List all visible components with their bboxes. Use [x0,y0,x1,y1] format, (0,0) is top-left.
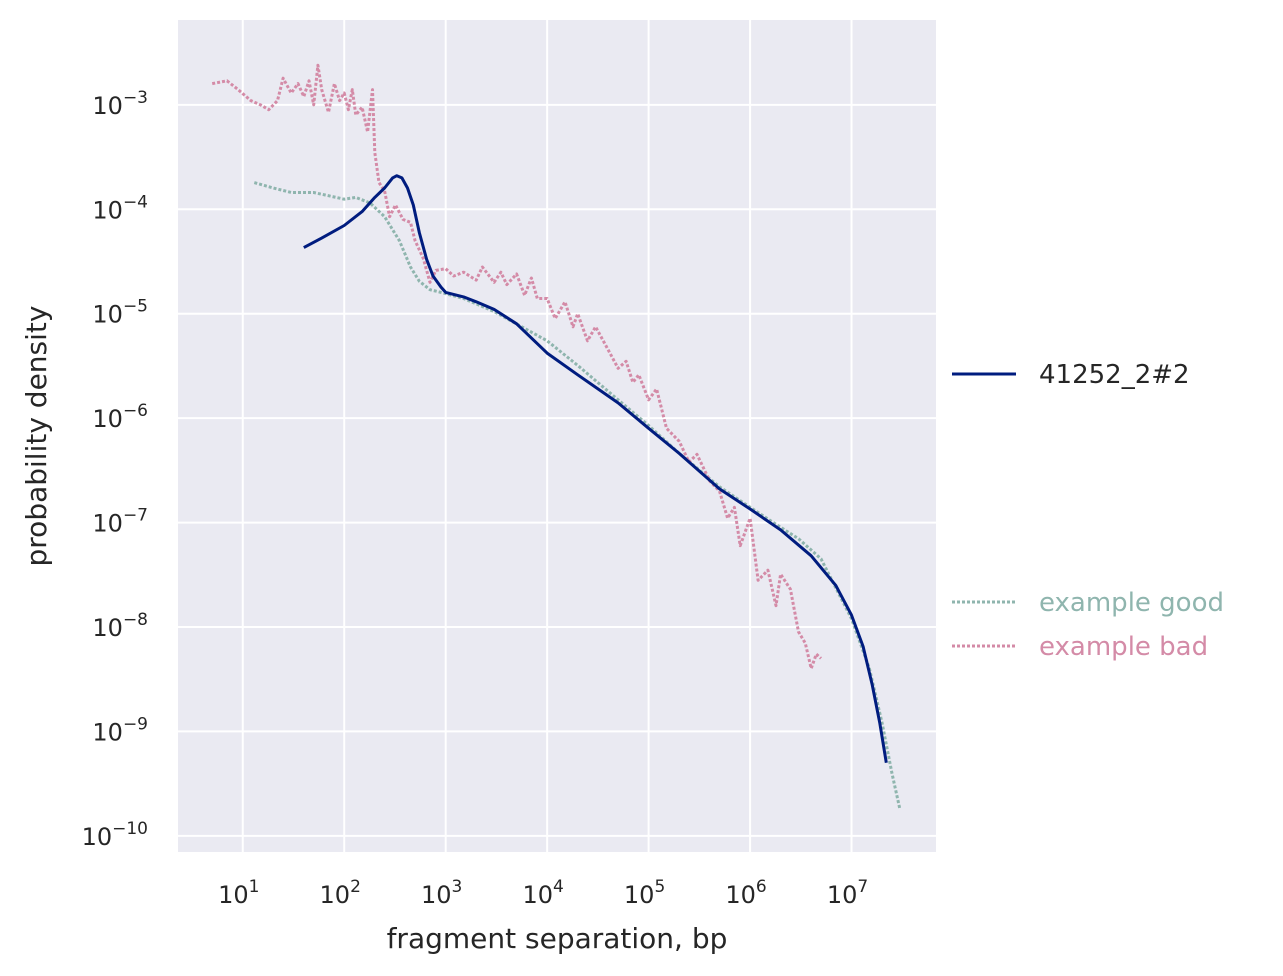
y-tick-label: 10−7 [92,506,148,538]
y-tick-label: 10−3 [92,88,148,120]
y-tick-label: 10−8 [92,610,148,642]
x-tick-label: 101 [218,877,259,909]
y-tick-labels: 10−10 10−9 10−8 10−7 10−6 10−5 10−4 10−3 [82,88,148,851]
y-tick-label: 10−9 [92,714,148,746]
y-tick-label: 10−5 [92,297,148,329]
y-axis-label: probability density [20,306,53,567]
legend-label: example bad [1039,632,1208,662]
x-axis-label: fragment separation, bp [387,922,728,955]
x-tick-label: 103 [421,877,462,909]
x-tick-label: 104 [522,877,563,909]
series-line-1 [253,181,902,810]
series-layer [211,63,902,810]
legend-label: 41252_2#2 [1039,360,1190,390]
x-tick-label: 106 [725,877,766,909]
grid [178,20,936,852]
y-tick-label: 10−10 [82,819,148,851]
x-tick-label: 107 [827,877,868,909]
legend-label: example good [1039,588,1224,618]
x-tick-labels: 101 102 103 104 105 106 107 [218,877,868,909]
x-tick-label: 105 [624,877,665,909]
x-tick-label: 102 [320,877,361,909]
y-tick-label: 10−4 [92,192,148,224]
y-tick-label: 10−6 [92,401,148,433]
series-line-0 [303,174,888,764]
plot-background [178,20,936,852]
series-line-2 [211,63,823,670]
